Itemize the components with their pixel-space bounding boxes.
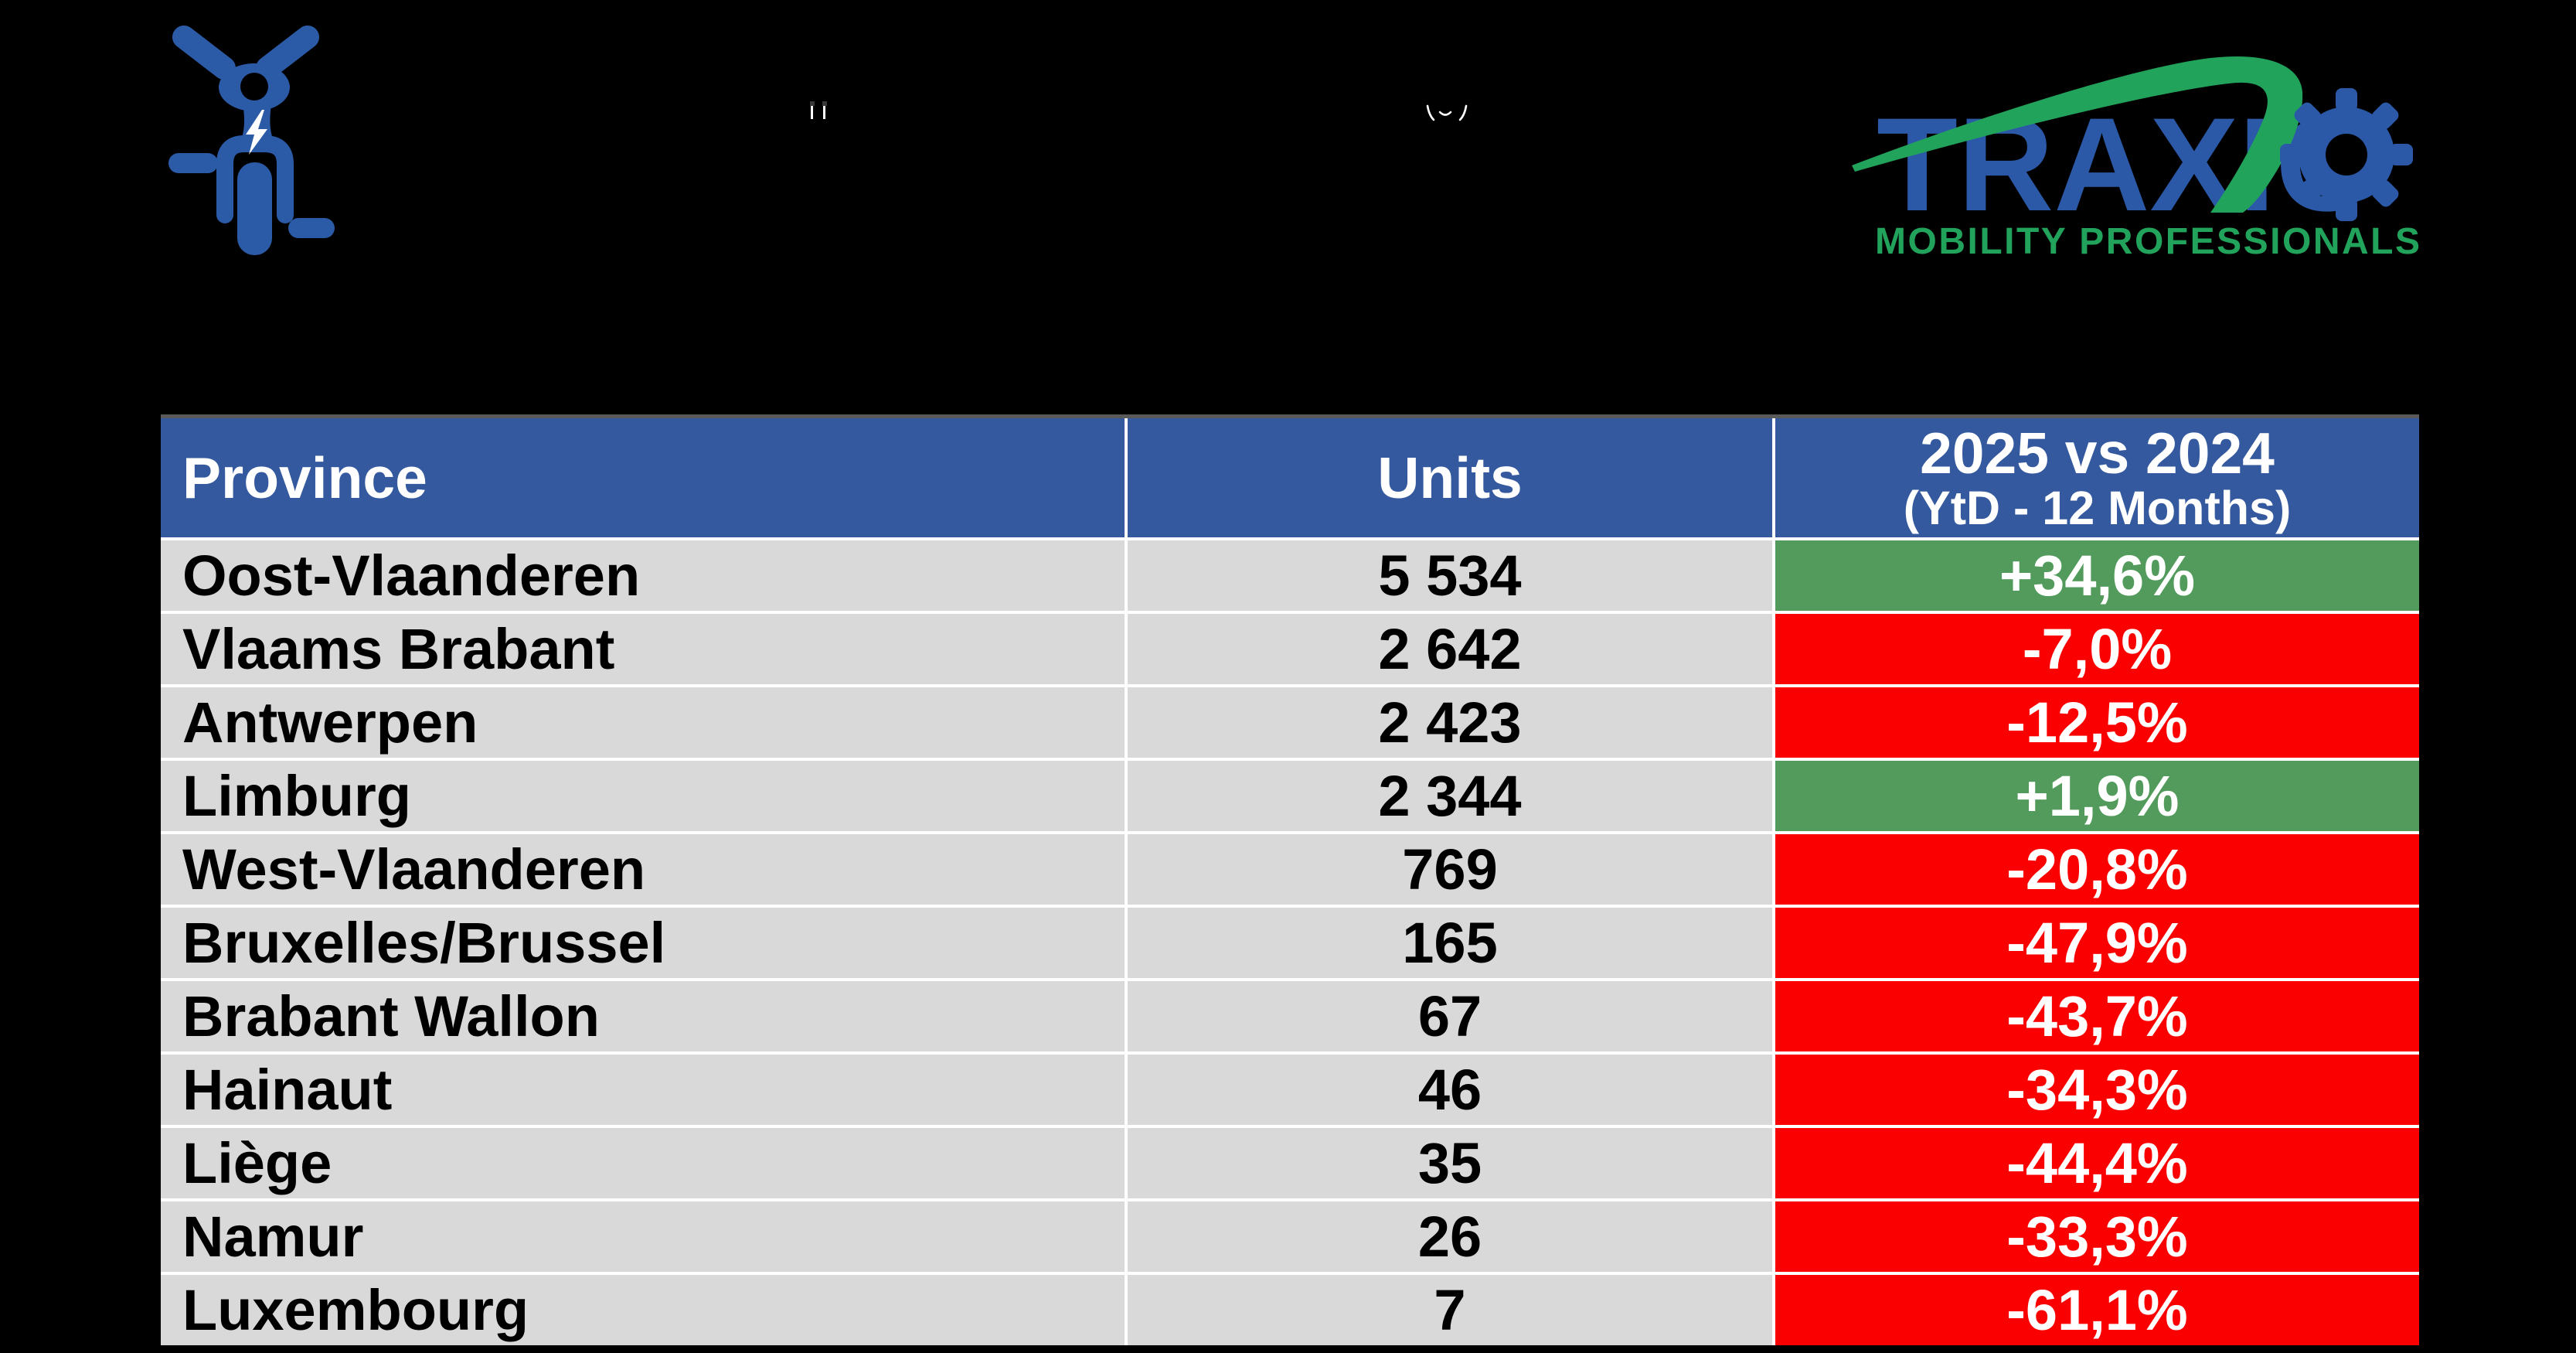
title-artifact-left xyxy=(810,101,827,119)
province-cell: Bruxelles/Brussel xyxy=(161,908,1125,978)
table-row: Luxembourg 7 -61,1% xyxy=(161,1272,2419,1345)
column-header-change: 2025 vs 2024 (YtD - 12 Months) xyxy=(1772,418,2419,537)
change-cell: -34,3% xyxy=(1772,1055,2419,1125)
province-cell: West-Vlaanderen xyxy=(161,834,1125,905)
column-header-change-main: 2025 vs 2024 xyxy=(1920,420,2275,486)
change-cell: +1,9% xyxy=(1772,761,2419,831)
table-row: Brabant Wallon 67 -43,7% xyxy=(161,978,2419,1051)
province-cell: Antwerpen xyxy=(161,687,1125,758)
province-cell: Luxembourg xyxy=(161,1275,1125,1345)
table-row: Bruxelles/Brussel 165 -47,9% xyxy=(161,905,2419,978)
traxio-tagline: MOBILITY PROFESSIONALS xyxy=(1875,221,2422,262)
change-cell: -7,0% xyxy=(1772,614,2419,684)
units-cell: 2 344 xyxy=(1125,761,1772,831)
units-cell: 26 xyxy=(1125,1201,1772,1272)
table-row: Antwerpen 2 423 -12,5% xyxy=(161,684,2419,758)
change-cell: -20,8% xyxy=(1772,834,2419,905)
table-row: Liège 35 -44,4% xyxy=(161,1125,2419,1198)
units-cell: 769 xyxy=(1125,834,1772,905)
table-row: Limburg 2 344 +1,9% xyxy=(161,758,2419,831)
change-cell: -61,1% xyxy=(1772,1275,2419,1345)
change-cell: -12,5% xyxy=(1772,687,2419,758)
column-header-units: Units xyxy=(1125,418,1772,537)
change-cell: -44,4% xyxy=(1772,1128,2419,1198)
province-cell: Limburg xyxy=(161,761,1125,831)
table-row: Vlaams Brabant 2 642 -7,0% xyxy=(161,611,2419,684)
traxio-logo: TRAXIO MOBILITY PROFESSIONALS xyxy=(1852,56,2422,262)
units-cell: 46 xyxy=(1125,1055,1772,1125)
units-cell: 67 xyxy=(1125,981,1772,1051)
table-header-row: Province Units 2025 vs 2024 (YtD - 12 Mo… xyxy=(161,418,2419,537)
traxio-swoosh xyxy=(1852,56,2303,213)
column-header-province: Province xyxy=(182,445,427,510)
column-header-change-sub: (YtD - 12 Months) xyxy=(1903,482,2292,535)
gear-icon xyxy=(2280,88,2413,221)
units-cell: 2 642 xyxy=(1125,614,1772,684)
province-cell: Brabant Wallon xyxy=(161,981,1125,1051)
province-cell: Namur xyxy=(161,1201,1125,1272)
units-cell: 165 xyxy=(1125,908,1772,978)
province-cell: Liège xyxy=(161,1128,1125,1198)
table-row: Oost-Vlaanderen 5 534 +34,6% xyxy=(161,537,2419,611)
electric-moped-icon xyxy=(168,26,335,255)
units-cell: 2 423 xyxy=(1125,687,1772,758)
change-cell: +34,6% xyxy=(1772,540,2419,611)
units-cell: 7 xyxy=(1125,1275,1772,1345)
change-cell: -47,9% xyxy=(1772,908,2419,978)
headlight-hole xyxy=(240,73,268,101)
units-cell: 5 534 xyxy=(1125,540,1772,611)
change-cell: -43,7% xyxy=(1772,981,2419,1051)
table-body: Oost-Vlaanderen 5 534 +34,6% Vlaams Brab… xyxy=(161,537,2419,1345)
table-row: Namur 26 -33,3% xyxy=(161,1198,2419,1272)
title-artifact-right xyxy=(1426,104,1468,121)
units-cell: 35 xyxy=(1125,1128,1772,1198)
province-cell: Vlaams Brabant xyxy=(161,614,1125,684)
table-row: West-Vlaanderen 769 -20,8% xyxy=(161,831,2419,905)
province-cell: Oost-Vlaanderen xyxy=(161,540,1125,611)
province-cell: Hainaut xyxy=(161,1055,1125,1125)
table-row: Hainaut 46 -34,3% xyxy=(161,1051,2419,1125)
province-units-table: Province Units 2025 vs 2024 (YtD - 12 Mo… xyxy=(161,414,2419,1345)
change-cell: -33,3% xyxy=(1772,1201,2419,1272)
lightning-bolt-icon xyxy=(246,110,267,155)
